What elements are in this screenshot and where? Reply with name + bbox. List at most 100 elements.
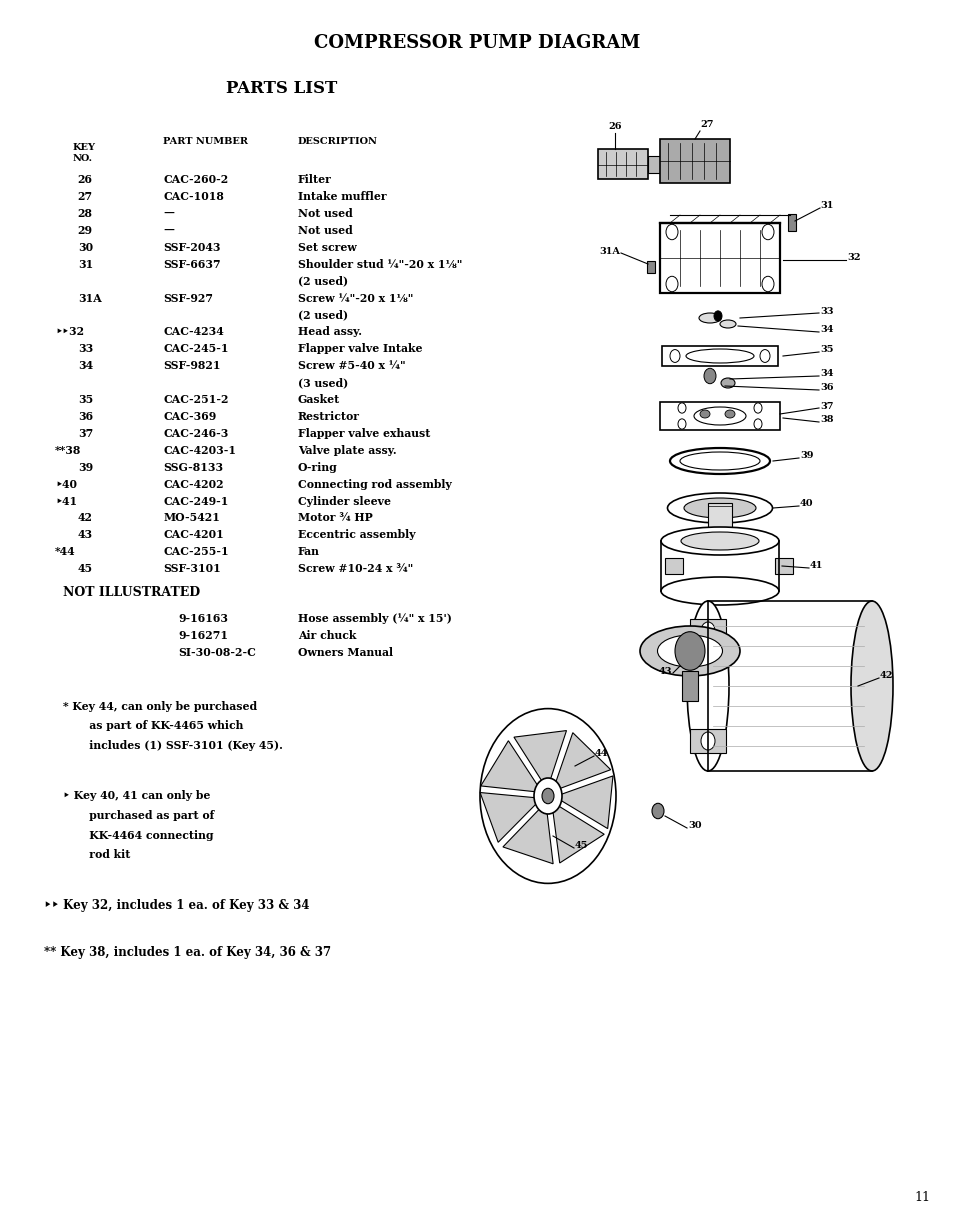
Text: ‣‣ Key 32, includes 1 ea. of Key 33 & 34: ‣‣ Key 32, includes 1 ea. of Key 33 & 34 (45, 900, 310, 912)
Text: Eccentric assembly: Eccentric assembly (297, 530, 416, 541)
Text: CAC-4234: CAC-4234 (163, 326, 224, 337)
Text: ‣‣32: ‣‣32 (55, 326, 84, 337)
Text: 45: 45 (78, 563, 92, 574)
Text: Air chuck: Air chuck (297, 630, 356, 641)
Circle shape (665, 276, 678, 292)
Text: ‣ Key 40, 41 can only be: ‣ Key 40, 41 can only be (64, 791, 211, 802)
Circle shape (678, 419, 685, 429)
Text: 30: 30 (687, 821, 700, 830)
Text: Shoulder stud ¼"-20 x 1⅛": Shoulder stud ¼"-20 x 1⅛" (297, 259, 462, 270)
Text: CAC-249-1: CAC-249-1 (163, 495, 228, 506)
FancyBboxPatch shape (664, 558, 682, 574)
Circle shape (541, 788, 554, 804)
Text: CAC-1018: CAC-1018 (163, 191, 224, 202)
Text: SSG-8133: SSG-8133 (163, 462, 223, 473)
Text: KEY
NO.: KEY NO. (73, 143, 96, 163)
Text: 37: 37 (78, 428, 93, 439)
Ellipse shape (667, 493, 772, 524)
FancyBboxPatch shape (707, 503, 731, 538)
Circle shape (761, 224, 773, 240)
Text: 34: 34 (78, 360, 92, 371)
Text: 31: 31 (78, 259, 93, 270)
Text: 36: 36 (820, 384, 833, 392)
Circle shape (700, 732, 714, 750)
Text: 42: 42 (879, 672, 893, 680)
Text: Intake muffler: Intake muffler (297, 191, 386, 202)
Text: O-ring: O-ring (297, 462, 337, 473)
Text: 42: 42 (78, 512, 92, 524)
Text: 34: 34 (820, 325, 833, 335)
Text: 40: 40 (800, 499, 813, 509)
Text: 33: 33 (78, 343, 93, 354)
Text: 11: 11 (913, 1190, 929, 1204)
FancyBboxPatch shape (646, 261, 655, 273)
Text: Filter: Filter (297, 174, 332, 185)
Text: 43: 43 (78, 530, 92, 541)
Text: * Key 44, can only be purchased: * Key 44, can only be purchased (64, 701, 257, 712)
Ellipse shape (679, 452, 760, 470)
Text: 37: 37 (820, 401, 833, 411)
Text: Head assy.: Head assy. (297, 326, 361, 337)
Text: 36: 36 (78, 411, 92, 422)
Text: ** Key 38, includes 1 ea. of Key 34, 36 & 37: ** Key 38, includes 1 ea. of Key 34, 36 … (45, 946, 331, 959)
Polygon shape (552, 804, 603, 863)
Text: 39: 39 (78, 462, 92, 473)
Text: 35: 35 (78, 394, 93, 405)
Text: (3 used): (3 used) (297, 378, 348, 389)
Circle shape (665, 224, 678, 240)
Text: KK-4464 connecting: KK-4464 connecting (64, 830, 213, 841)
Circle shape (753, 403, 761, 413)
FancyBboxPatch shape (647, 156, 662, 173)
Ellipse shape (693, 407, 745, 425)
Text: CAC-4201: CAC-4201 (163, 530, 224, 541)
Text: ‣41: ‣41 (55, 495, 77, 506)
Text: Restrictor: Restrictor (297, 411, 359, 422)
Text: 33: 33 (820, 306, 833, 315)
Circle shape (651, 803, 663, 819)
Polygon shape (479, 792, 537, 842)
Text: Valve plate assy.: Valve plate assy. (297, 445, 396, 456)
Text: 39: 39 (800, 451, 813, 461)
Text: Not used: Not used (297, 208, 353, 219)
Text: 45: 45 (575, 841, 588, 851)
Text: SSF-927: SSF-927 (163, 293, 213, 304)
Text: (2 used): (2 used) (297, 276, 348, 287)
Text: SI-30-08-2-C: SI-30-08-2-C (178, 647, 255, 658)
Text: 38: 38 (820, 416, 833, 424)
Circle shape (703, 368, 716, 384)
Ellipse shape (639, 626, 740, 676)
Text: 31A: 31A (598, 246, 619, 255)
Circle shape (761, 276, 773, 292)
FancyBboxPatch shape (774, 558, 792, 574)
Text: —: — (163, 224, 173, 235)
Text: 30: 30 (78, 242, 92, 253)
FancyBboxPatch shape (689, 619, 725, 642)
FancyBboxPatch shape (659, 223, 780, 293)
Text: *44: *44 (55, 547, 75, 558)
FancyBboxPatch shape (659, 402, 780, 430)
Text: MO-5421: MO-5421 (163, 512, 219, 524)
Text: NOT ILLUSTRATED: NOT ILLUSTRATED (64, 586, 200, 600)
Text: Screw #5-40 x ¼": Screw #5-40 x ¼" (297, 360, 405, 371)
Text: 43: 43 (658, 667, 671, 676)
Text: Screw #10-24 x ¾": Screw #10-24 x ¾" (297, 563, 413, 574)
Circle shape (713, 311, 721, 321)
FancyBboxPatch shape (659, 139, 729, 183)
Text: Set screw: Set screw (297, 242, 356, 253)
Text: 34: 34 (820, 369, 833, 379)
Circle shape (534, 779, 561, 814)
Text: Connecting rod assembly: Connecting rod assembly (297, 478, 452, 489)
Text: 41: 41 (809, 562, 822, 570)
Text: 32: 32 (846, 254, 860, 262)
Text: ‣40: ‣40 (55, 478, 77, 489)
FancyBboxPatch shape (681, 671, 698, 701)
Text: COMPRESSOR PUMP DIAGRAM: COMPRESSOR PUMP DIAGRAM (314, 34, 639, 53)
Text: purchased as part of: purchased as part of (64, 810, 214, 821)
Circle shape (753, 419, 761, 429)
Ellipse shape (660, 527, 779, 555)
Ellipse shape (669, 447, 769, 474)
Text: Screw ¼"-20 x 1⅛": Screw ¼"-20 x 1⅛" (297, 293, 413, 304)
Text: CAC-369: CAC-369 (163, 411, 216, 422)
Text: Cylinder sleeve: Cylinder sleeve (297, 495, 391, 506)
Text: Flapper valve exhaust: Flapper valve exhaust (297, 428, 430, 439)
